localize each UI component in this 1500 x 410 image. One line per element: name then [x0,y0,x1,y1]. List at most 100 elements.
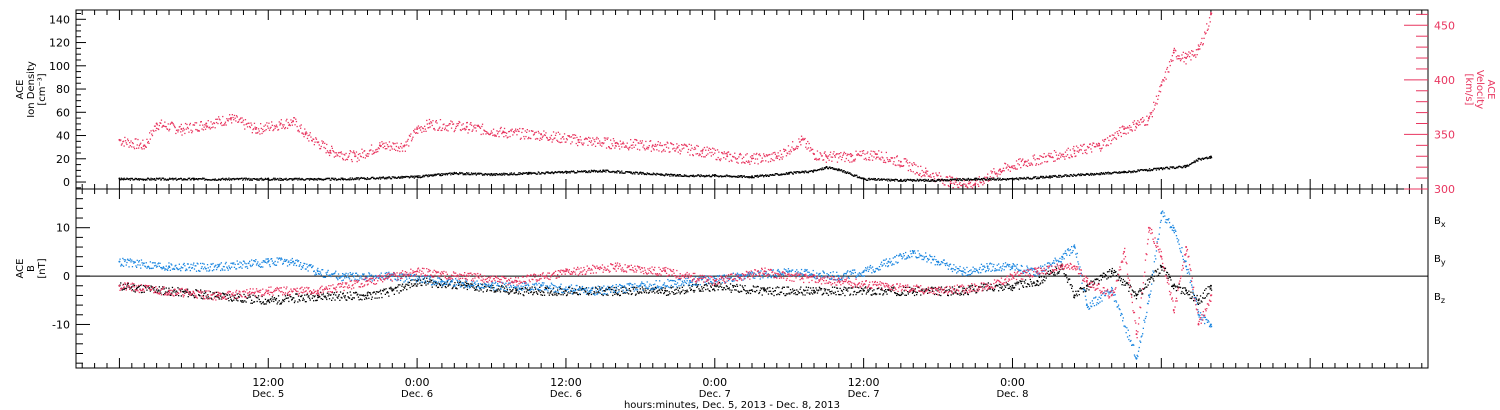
data-point [220,178,222,180]
data-point [282,179,284,181]
data-point [965,179,967,181]
data-point [737,162,739,164]
data-point [184,179,187,181]
data-point [194,296,196,298]
data-point [1082,173,1085,176]
data-point [357,153,360,156]
data-point [814,291,816,293]
data-point [585,138,588,140]
data-point [827,155,830,157]
data-point [811,148,813,150]
data-point [1196,160,1198,162]
data-point [216,118,218,120]
data-point [925,288,927,290]
data-point [176,129,178,131]
data-point [827,294,830,296]
data-vertex [1073,149,1076,152]
data-point [1055,154,1058,156]
data-point [286,297,288,299]
data-point [191,178,193,180]
data-point [852,160,854,162]
data-point [1056,158,1058,160]
data-point [264,130,266,132]
data-point [177,287,179,289]
data-point [820,168,822,170]
data-point [698,288,700,290]
data-point [260,177,262,179]
data-point [550,291,552,293]
data-point [384,145,386,147]
data-point [221,178,223,180]
data-point [340,177,342,179]
data-point [162,177,164,179]
data-point [642,146,644,148]
data-point [616,170,619,172]
data-point [408,177,411,179]
data-point [694,175,697,177]
data-point [167,128,169,130]
data-point [538,132,540,134]
data-point [235,178,238,180]
data-point [1007,178,1009,180]
data-point [715,158,717,161]
data-point [478,125,480,128]
data-point [202,178,205,180]
data-point [699,289,701,291]
data-point [729,175,732,177]
data-point [719,285,721,287]
data-point [478,173,480,175]
data-point [262,178,264,180]
data-point [555,171,557,174]
data-point [670,142,672,144]
data-point [674,173,676,176]
data-point [865,159,867,161]
data-point [1014,177,1016,180]
data-vertex [813,153,816,156]
data-point [847,159,850,162]
data-point [872,293,874,295]
data-point [171,178,173,180]
data-point [1192,50,1194,53]
data-point [895,292,897,295]
data-point [654,145,656,147]
data-vertex [254,127,257,130]
data-point [257,178,259,180]
data-point [834,156,836,158]
data-point [406,284,409,286]
data-point [848,287,850,289]
data-point [330,179,332,181]
data-point [1055,176,1058,178]
data-point [771,293,773,295]
data-point [757,163,759,165]
data-point [411,285,413,287]
data-point [780,156,782,159]
data-point [527,138,529,140]
data-point [461,124,463,126]
data-point [803,290,805,292]
data-vertex [602,169,605,172]
data-point [170,294,172,296]
data-point [775,287,777,289]
data-point [553,172,555,174]
data-point [1080,149,1082,151]
data-point [171,122,174,124]
data-point [937,174,939,177]
data-point [492,284,494,287]
data-point [1084,151,1087,154]
data-point [608,146,610,148]
data-point [1060,175,1062,177]
data-point [794,148,796,150]
data-point [588,170,590,172]
data-point [609,287,611,289]
data-point [712,153,714,156]
data-point [751,289,753,291]
data-point [625,171,628,173]
data-point [678,291,680,293]
data-point [681,175,683,177]
data-point [143,178,145,181]
data-point [1082,144,1085,146]
data-point [327,295,329,297]
data-point [399,290,402,292]
data-point [896,179,898,181]
data-point [244,119,247,121]
